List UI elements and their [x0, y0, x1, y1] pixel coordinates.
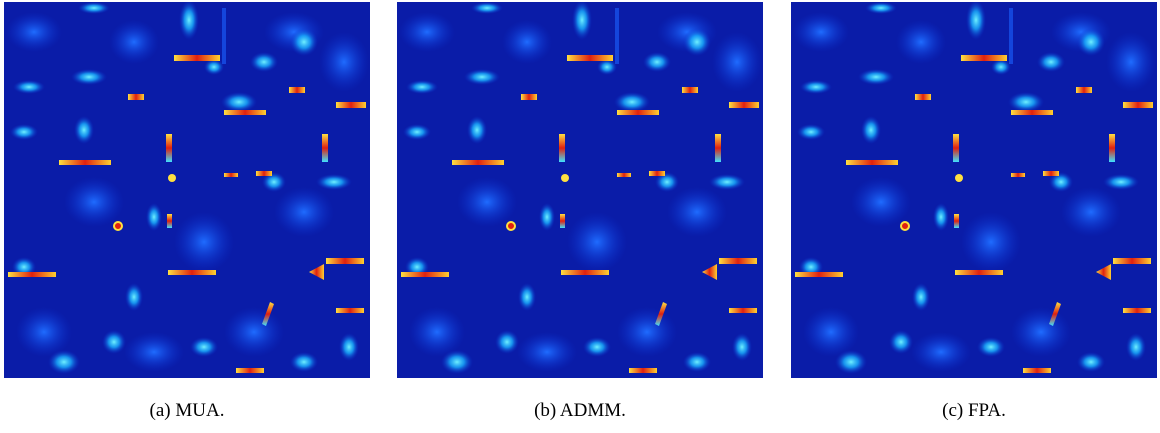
basis-image	[397, 2, 763, 378]
basis-image	[4, 2, 370, 378]
caption: (a) MUA.	[150, 400, 225, 421]
caption: (b) ADMM.	[534, 400, 626, 421]
caption: (c) FPA.	[942, 400, 1006, 421]
basis-image	[791, 2, 1157, 378]
